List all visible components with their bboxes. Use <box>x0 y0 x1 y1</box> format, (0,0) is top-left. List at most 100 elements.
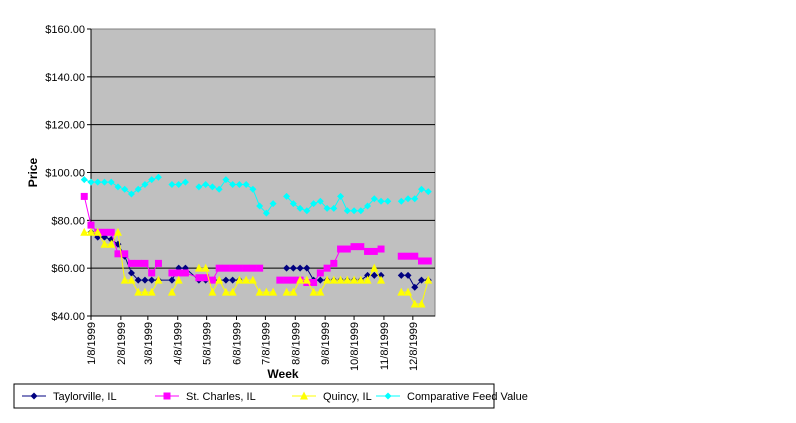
x-tick-label: 11/8/1999 <box>379 322 391 370</box>
data-point <box>229 180 237 188</box>
legend-marker <box>300 391 308 400</box>
data-point <box>296 264 304 272</box>
data-point <box>181 269 189 277</box>
y-tick-label: $60.00 <box>51 263 85 275</box>
data-point <box>404 287 413 296</box>
series-st-charles-il <box>168 264 264 284</box>
y-tick-label: $100.00 <box>45 168 85 180</box>
data-point <box>249 264 257 272</box>
data-point <box>357 207 365 215</box>
data-point <box>93 227 102 236</box>
series-st-charles-il <box>397 252 432 265</box>
data-point <box>424 188 432 196</box>
data-point <box>363 275 372 284</box>
legend-label: St. Charles, IL <box>186 391 256 403</box>
data-point <box>276 276 284 284</box>
x-tick-label: 6/8/1999 <box>232 322 244 365</box>
data-point <box>181 178 189 186</box>
data-point <box>310 200 318 208</box>
data-point <box>242 264 250 272</box>
data-point <box>424 275 433 284</box>
data-point <box>194 263 203 272</box>
x-tick-label: 3/8/1999 <box>143 322 155 365</box>
data-point <box>330 204 338 212</box>
data-point <box>113 227 122 236</box>
x-tick-label: 2/8/1999 <box>116 322 128 365</box>
grid-lines <box>91 76 435 269</box>
data-point <box>283 264 291 272</box>
data-point <box>107 178 115 186</box>
data-point <box>107 228 115 236</box>
data-point <box>418 257 426 265</box>
data-point <box>80 192 88 200</box>
data-point <box>80 227 89 236</box>
data-point <box>202 180 210 188</box>
data-point <box>208 287 217 296</box>
data-point <box>418 276 426 284</box>
data-point <box>87 178 95 186</box>
data-point <box>134 276 142 284</box>
data-point <box>140 287 149 296</box>
data-point <box>404 195 412 203</box>
data-point <box>343 275 352 284</box>
data-point <box>417 299 426 308</box>
data-point <box>397 287 406 296</box>
data-point <box>215 185 223 193</box>
data-point <box>337 245 345 253</box>
data-point <box>127 259 135 267</box>
x-tick-label: 5/8/1999 <box>202 322 214 365</box>
data-point <box>175 269 183 277</box>
data-point <box>120 275 129 284</box>
series-comparative-feed-value <box>397 185 432 205</box>
data-point <box>329 275 338 284</box>
data-point <box>282 287 291 296</box>
data-point <box>404 271 412 279</box>
data-point <box>350 275 359 284</box>
data-point <box>370 247 378 255</box>
data-point <box>167 287 176 296</box>
data-point <box>377 275 386 284</box>
data-point <box>316 269 324 277</box>
legend: Taylorville, IL St. Charles, IL Quincy, IL… <box>13 383 528 409</box>
data-point <box>154 173 162 181</box>
data-point <box>121 185 129 193</box>
series-quincy-il <box>167 275 183 296</box>
series-comparative-feed-value <box>80 173 162 198</box>
data-point <box>174 275 183 284</box>
data-point <box>336 275 345 284</box>
data-point <box>397 252 405 260</box>
data-point <box>289 287 298 296</box>
data-point <box>377 245 385 253</box>
data-point <box>289 200 297 208</box>
data-point <box>80 176 88 184</box>
data-point <box>323 204 331 212</box>
x-tick-label: 10/8/1999 <box>349 322 361 371</box>
data-point <box>269 287 278 296</box>
x-tick-label: 1/8/1999 <box>86 322 98 365</box>
data-point <box>147 287 156 296</box>
data-point <box>330 259 338 267</box>
legend-item-st-charles-il: St. Charles, IL <box>155 391 256 403</box>
data-point <box>411 195 419 203</box>
data-point <box>309 287 318 296</box>
data-point <box>235 275 244 284</box>
data-point <box>410 299 419 308</box>
data-point <box>296 275 305 284</box>
data-point <box>228 287 237 296</box>
data-point <box>370 263 379 272</box>
data-point <box>323 275 332 284</box>
legend-box <box>13 383 495 409</box>
data-point <box>404 252 412 260</box>
data-point <box>148 276 156 284</box>
y-tick-label: $160.00 <box>45 24 85 36</box>
data-point <box>202 274 210 282</box>
data-point <box>289 276 297 284</box>
data-point <box>168 276 176 284</box>
data-point <box>114 250 122 258</box>
data-point <box>269 200 277 208</box>
data-point <box>255 287 264 296</box>
data-point <box>235 264 243 272</box>
data-point <box>195 183 203 191</box>
data-point <box>316 287 325 296</box>
